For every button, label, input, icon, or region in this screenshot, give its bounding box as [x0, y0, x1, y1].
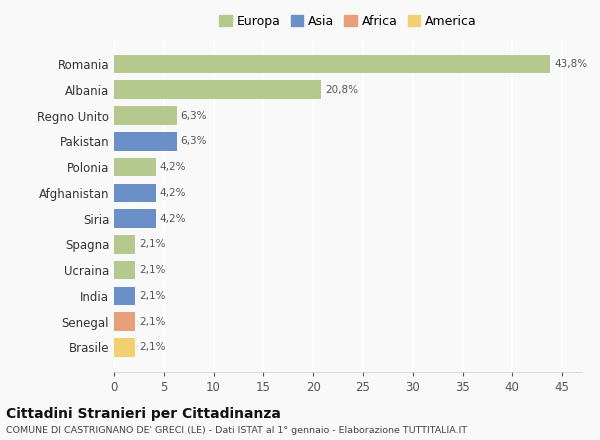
- Text: 6,3%: 6,3%: [181, 110, 207, 121]
- Text: 2,1%: 2,1%: [139, 239, 166, 249]
- Text: Cittadini Stranieri per Cittadinanza: Cittadini Stranieri per Cittadinanza: [6, 407, 281, 421]
- Bar: [114, 286, 135, 305]
- Text: 20,8%: 20,8%: [325, 85, 358, 95]
- Legend: Europa, Asia, Africa, America: Europa, Asia, Africa, America: [217, 13, 479, 31]
- Text: 6,3%: 6,3%: [181, 136, 207, 146]
- Text: 2,1%: 2,1%: [139, 265, 166, 275]
- Text: 2,1%: 2,1%: [139, 342, 166, 352]
- Bar: [114, 55, 550, 73]
- Bar: [114, 235, 135, 253]
- Bar: [114, 312, 135, 331]
- Bar: [114, 183, 156, 202]
- Text: 2,1%: 2,1%: [139, 291, 166, 301]
- Bar: [114, 132, 177, 150]
- Bar: [114, 338, 135, 357]
- Text: 4,2%: 4,2%: [160, 213, 187, 224]
- Text: 2,1%: 2,1%: [139, 317, 166, 326]
- Bar: [114, 261, 135, 279]
- Text: COMUNE DI CASTRIGNANO DE' GRECI (LE) - Dati ISTAT al 1° gennaio - Elaborazione T: COMUNE DI CASTRIGNANO DE' GRECI (LE) - D…: [6, 426, 467, 435]
- Bar: [114, 81, 321, 99]
- Text: 4,2%: 4,2%: [160, 162, 187, 172]
- Bar: [114, 158, 156, 176]
- Text: 43,8%: 43,8%: [554, 59, 587, 69]
- Bar: [114, 209, 156, 228]
- Bar: [114, 106, 177, 125]
- Text: 4,2%: 4,2%: [160, 188, 187, 198]
